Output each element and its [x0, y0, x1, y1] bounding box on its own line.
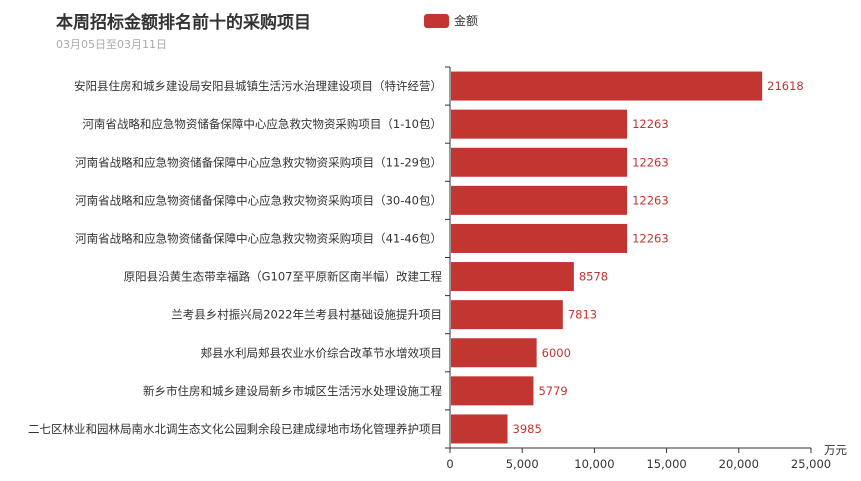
bar[interactable]: [451, 147, 628, 177]
chart-subtitle: 03月05日至03月11日: [56, 38, 167, 51]
data-label: 12263: [632, 155, 669, 169]
x-axis-unit: 万元: [824, 443, 847, 457]
chart-title: 本周招标金额排名前十的采购项目: [56, 13, 311, 33]
category-label: 二七区林业和园林局南水北调生态文化公园剩余段已建成绿地市场化管理养护项目: [28, 422, 442, 436]
bar[interactable]: [451, 300, 563, 330]
bar[interactable]: [451, 376, 534, 406]
category-label: 新乡市住房和城乡建设局新乡市城区生活污水处理设施工程: [143, 384, 442, 398]
legend[interactable]: 金额: [424, 12, 478, 29]
bar[interactable]: [451, 223, 628, 253]
x-tick-label: 25,000: [791, 457, 831, 471]
bar[interactable]: [451, 71, 763, 101]
data-label: 8578: [579, 270, 608, 284]
legend-swatch: [424, 13, 449, 28]
data-label: 5779: [538, 384, 567, 398]
category-label: 河南省战略和应急物资储备保障中心应急救灾物资采购项目（30-40包）: [75, 193, 442, 207]
data-label: 21618: [767, 79, 804, 93]
bar[interactable]: [451, 185, 628, 215]
bar[interactable]: [451, 338, 537, 368]
bar[interactable]: [451, 262, 574, 292]
data-label: 6000: [542, 346, 571, 360]
data-label: 12263: [632, 193, 669, 207]
x-tick-label: 15,000: [646, 457, 686, 471]
data-label: 7813: [568, 308, 597, 322]
category-label: 原阳县沿黄生态带幸福路（G107至平原新区南半幅）改建工程: [124, 270, 443, 284]
bar[interactable]: [451, 109, 628, 139]
x-tick-label: 20,000: [719, 457, 759, 471]
x-tick-label: 5,000: [506, 457, 539, 471]
data-label: 12263: [632, 117, 669, 131]
category-label: 河南省战略和应急物资储备保障中心应急救灾物资采购项目（11-29包）: [75, 155, 442, 169]
category-label: 兰考县乡村振兴局2022年兰考县村基础设施提升项目: [171, 308, 442, 322]
bar[interactable]: [451, 414, 508, 444]
category-label: 安阳县住房和城乡建设局安阳县城镇生活污水治理建设项目（特许经营）: [74, 79, 442, 93]
category-label: 河南省战略和应急物资储备保障中心应急救灾物资采购项目（41-46包）: [75, 231, 442, 245]
legend-label: 金额: [454, 14, 479, 28]
data-label: 3985: [513, 422, 542, 436]
x-tick-label: 10,000: [574, 457, 614, 471]
x-tick-label: 0: [446, 457, 453, 471]
category-label: 河南省战略和应急物资储备保障中心应急救灾物资采购项目（1-10包）: [82, 117, 442, 131]
data-label: 12263: [632, 231, 669, 245]
category-label: 郏县水利局郏县农业水价综合改革节水增效项目: [201, 346, 443, 360]
